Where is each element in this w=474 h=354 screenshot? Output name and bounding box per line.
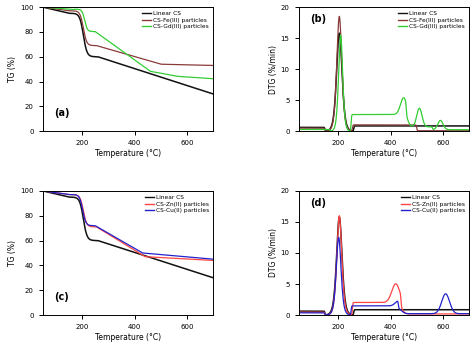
Text: (a): (a) bbox=[55, 108, 70, 118]
Legend: Linear CS, CS-Fe(III) particles, CS-Gd(III) particles: Linear CS, CS-Fe(III) particles, CS-Gd(I… bbox=[397, 10, 466, 30]
Y-axis label: TG (%): TG (%) bbox=[9, 240, 18, 266]
Legend: Linear CS, CS-Fe(III) particles, CS-Gd(III) particles: Linear CS, CS-Fe(III) particles, CS-Gd(I… bbox=[141, 10, 210, 30]
Text: (d): (d) bbox=[310, 198, 327, 208]
Legend: Linear CS, CS-Zn(II) particles, CS-Cu(II) particles: Linear CS, CS-Zn(II) particles, CS-Cu(II… bbox=[144, 194, 210, 214]
X-axis label: Temperature (°C): Temperature (°C) bbox=[95, 149, 161, 158]
X-axis label: Temperature (°C): Temperature (°C) bbox=[95, 333, 161, 342]
Text: (b): (b) bbox=[310, 14, 327, 24]
Y-axis label: DTG (%/min): DTG (%/min) bbox=[269, 228, 278, 278]
Y-axis label: TG (%): TG (%) bbox=[9, 56, 18, 82]
X-axis label: Temperature (°C): Temperature (°C) bbox=[351, 333, 417, 342]
Legend: Linear CS, CS-Zn(II) particles, CS-Cu(II) particles: Linear CS, CS-Zn(II) particles, CS-Cu(II… bbox=[400, 194, 466, 214]
Text: (c): (c) bbox=[55, 292, 69, 302]
X-axis label: Temperature (°C): Temperature (°C) bbox=[351, 149, 417, 158]
Y-axis label: DTG (%/min): DTG (%/min) bbox=[269, 45, 278, 94]
